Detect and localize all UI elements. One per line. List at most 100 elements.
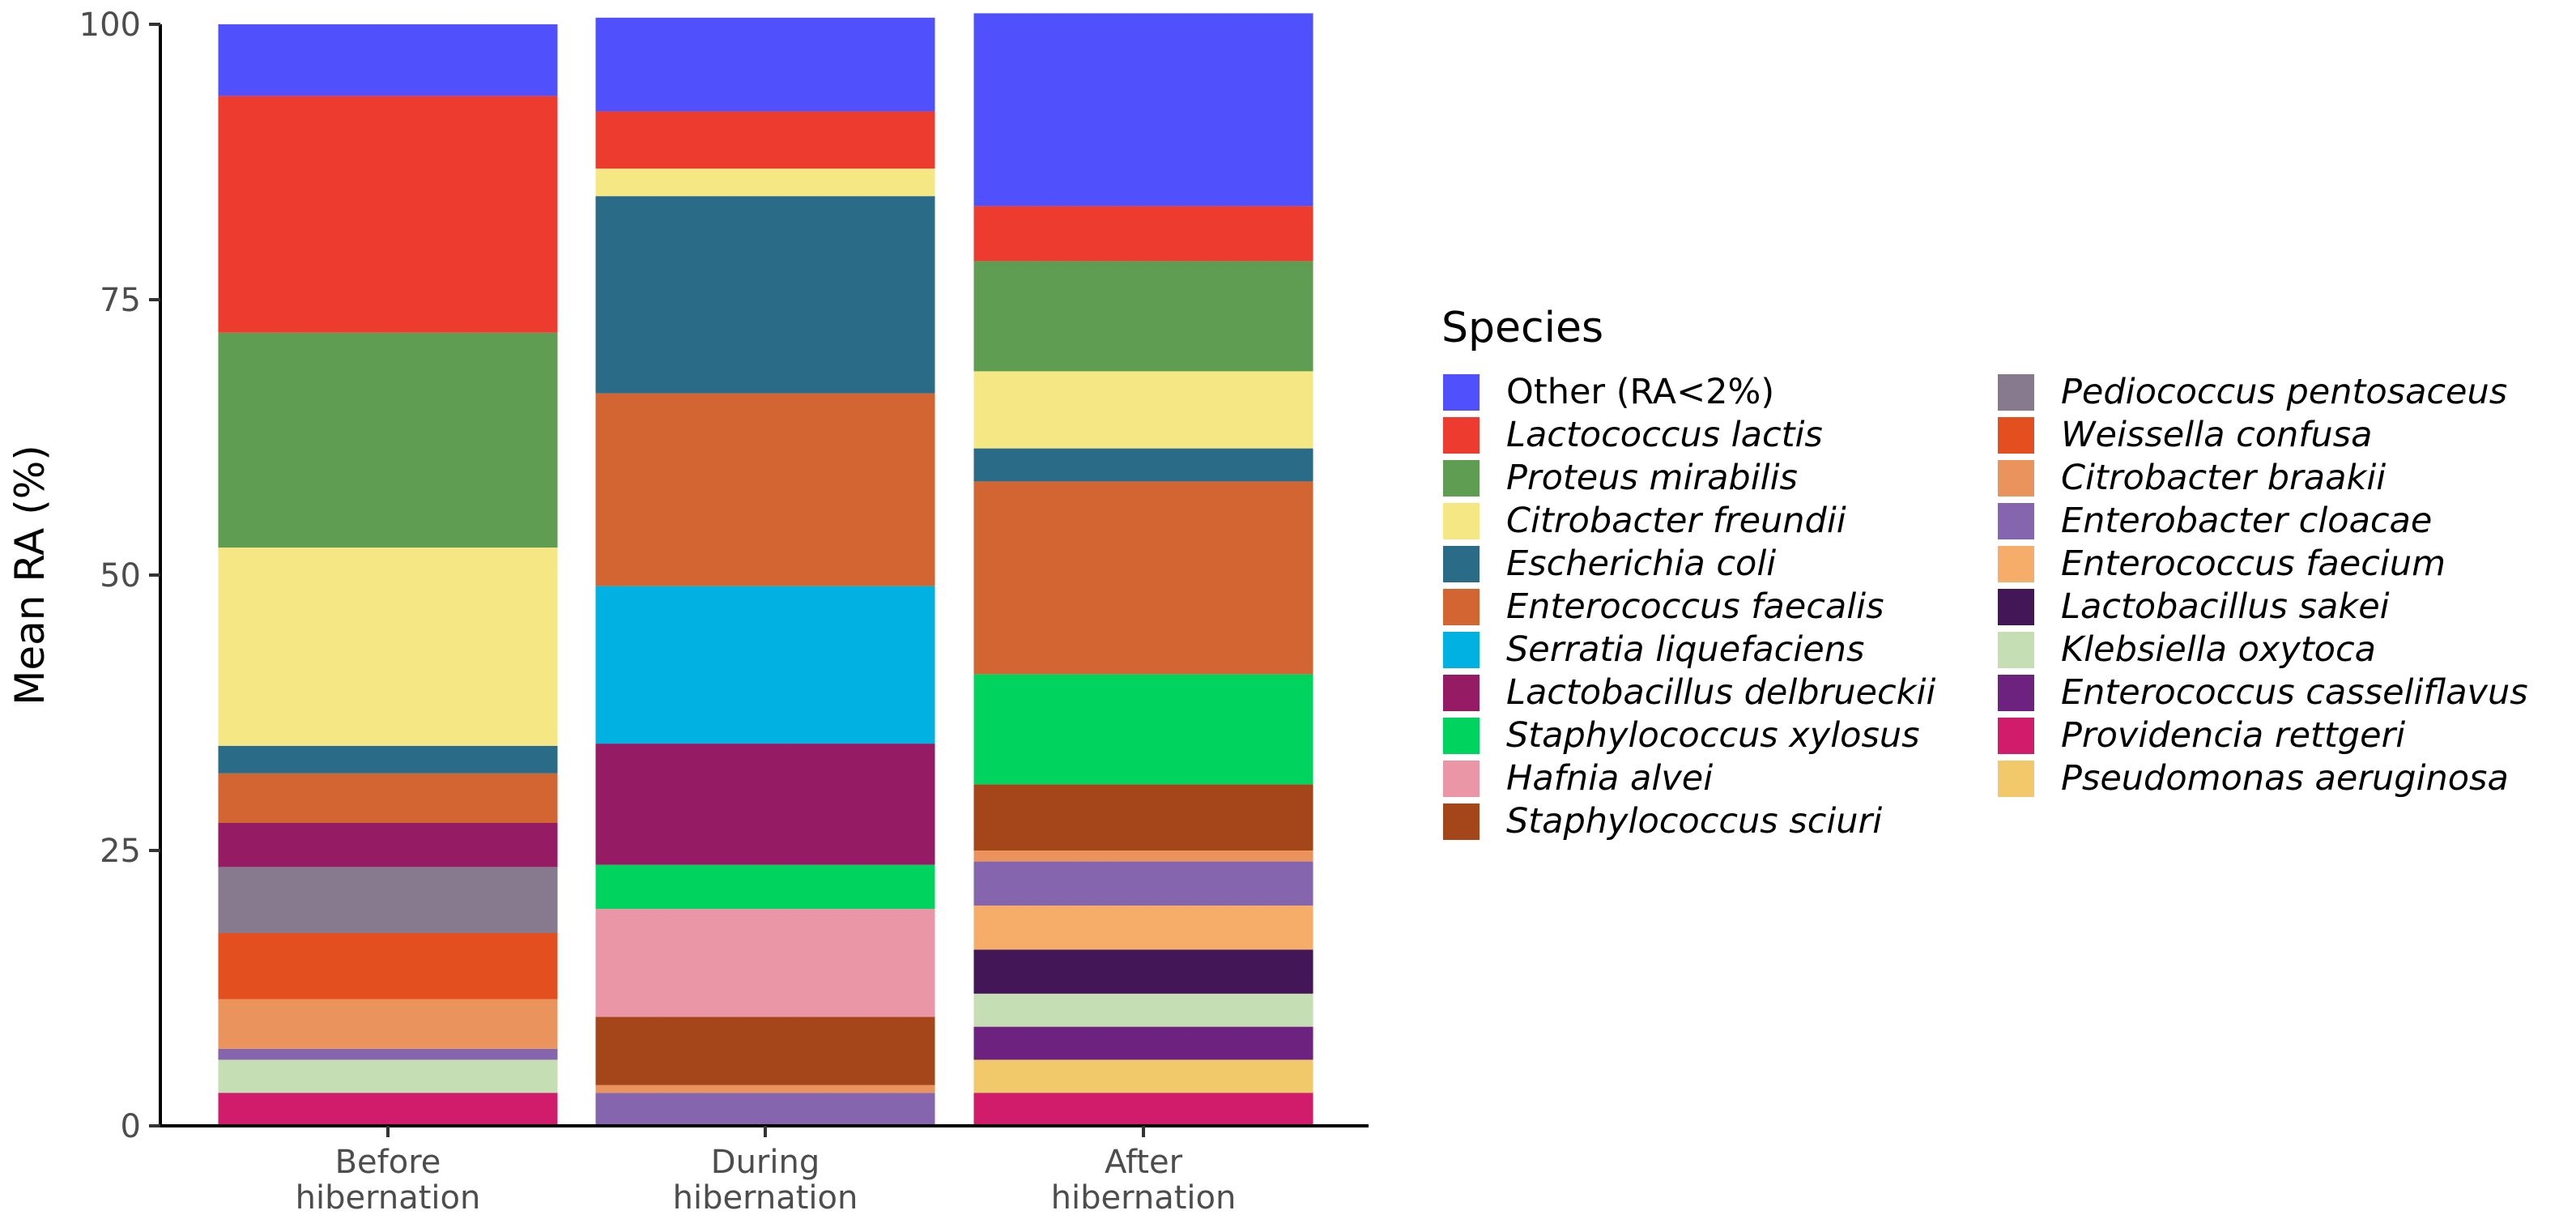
bar-segment-lactococcus-lactis-after-hibernation — [973, 206, 1314, 262]
legend-item-enterococcus-faecium: Enterococcus faecium — [1998, 543, 2446, 584]
legend-item-lactobacillus-delbrueckii: Lactobacillus delbrueckii — [1443, 672, 1935, 713]
y-tick-label-25: 25 — [100, 833, 141, 870]
legend-item-enterobacter-cloacae: Enterobacter cloacae — [1998, 501, 2432, 541]
legend-swatch-citrobacter-freundii — [1443, 503, 1480, 539]
legend-swatch-escherichia-coli — [1443, 546, 1480, 582]
bar-segment-enterococcus-casseliflavus-after-hibernation — [973, 1026, 1314, 1060]
legend-label-pseudomonas-aeruginosa: Pseudomonas aeruginosa — [2061, 758, 2509, 799]
legend-swatch-weissella-confusa — [1998, 417, 2034, 454]
legend-item-citrobacter-braakii: Citrobacter braakii — [1998, 458, 2386, 498]
bar-segment-citrobacter-freundii-during-hibernation — [595, 168, 935, 197]
y-tick-label-0: 0 — [121, 1108, 141, 1145]
legend-item-providencia-rettgeri: Providencia rettgeri — [1998, 715, 2405, 756]
legend-title: Species — [1441, 304, 1603, 352]
legend-swatch-other-ra-2 — [1443, 374, 1480, 411]
legend-item-lactococcus-lactis: Lactococcus lactis — [1443, 415, 1823, 455]
bar-segment-enterobacter-cloacae-before-hibernation — [218, 1048, 558, 1060]
legend-label-serratia-liquefaciens: Serratia liquefaciens — [1506, 629, 1864, 670]
bar-segment-staphylococcus-sciuri-during-hibernation — [595, 1017, 935, 1085]
legend-item-citrobacter-freundii: Citrobacter freundii — [1443, 501, 1846, 541]
bar-segment-enterococcus-faecalis-during-hibernation — [595, 393, 935, 586]
legend-swatch-proteus-mirabilis — [1443, 460, 1480, 497]
legend-label-staphylococcus-sciuri: Staphylococcus sciuri — [1506, 801, 1882, 842]
legend-swatch-enterococcus-faecalis — [1443, 589, 1480, 625]
legend-item-serratia-liquefaciens: Serratia liquefaciens — [1443, 629, 1864, 670]
bar-segment-providencia-rettgeri-after-hibernation — [973, 1093, 1314, 1126]
legend-label-proteus-mirabilis: Proteus mirabilis — [1506, 458, 1798, 498]
legend-item-staphylococcus-xylosus: Staphylococcus xylosus — [1443, 715, 1920, 756]
bar-segment-lactobacillus-delbrueckii-before-hibernation — [218, 823, 558, 867]
legend-label-klebsiella-oxytoca: Klebsiella oxytoca — [2061, 629, 2376, 670]
bar-segment-serratia-liquefaciens-during-hibernation — [595, 586, 935, 744]
bar-segment-hafnia-alvei-during-hibernation — [595, 909, 935, 1017]
legend-label-hafnia-alvei: Hafnia alvei — [1506, 758, 1713, 799]
legend-label-staphylococcus-xylosus: Staphylococcus xylosus — [1506, 715, 1920, 756]
bar-stack-during-hibernation — [595, 17, 935, 1126]
legend-swatch-serratia-liquefaciens — [1443, 632, 1480, 668]
legend-label-enterococcus-faecium: Enterococcus faecium — [2061, 543, 2446, 584]
bar-segment-enterobacter-cloacae-after-hibernation — [973, 861, 1314, 906]
bar-segment-pediococcus-pentosaceus-before-hibernation — [218, 867, 558, 933]
legend-item-proteus-mirabilis: Proteus mirabilis — [1443, 458, 1798, 498]
bar-segment-klebsiella-oxytoca-before-hibernation — [218, 1059, 558, 1093]
bar-segment-escherichia-coli-during-hibernation — [595, 196, 935, 394]
legend-swatch-lactobacillus-sakei — [1998, 589, 2034, 625]
legend-swatch-lactococcus-lactis — [1443, 417, 1480, 454]
bar-segment-weissella-confusa-before-hibernation — [218, 933, 558, 999]
legend-label-providencia-rettgeri: Providencia rettgeri — [2061, 715, 2405, 756]
y-axis-title: Mean RA (%) — [6, 445, 53, 705]
legend-label-enterobacter-cloacae: Enterobacter cloacae — [2061, 501, 2432, 541]
legend-swatch-enterobacter-cloacae — [1998, 503, 2034, 539]
legend-swatch-staphylococcus-sciuri — [1443, 803, 1480, 840]
bar-segment-lactococcus-lactis-during-hibernation — [595, 111, 935, 169]
bar-segment-citrobacter-freundii-after-hibernation — [973, 371, 1314, 449]
axes-layer: 0 25 50 75 100 Before hibernation During hiberna… — [6, 6, 1369, 1217]
legend-item-klebsiella-oxytoca: Klebsiella oxytoca — [1998, 629, 2376, 670]
bar-segment-providencia-rettgeri-before-hibernation — [218, 1093, 558, 1126]
legend-item-staphylococcus-sciuri: Staphylococcus sciuri — [1443, 801, 1882, 842]
legend-swatch-hafnia-alvei — [1443, 761, 1480, 797]
bar-segment-citrobacter-braakii-before-hibernation — [218, 999, 558, 1049]
legend-label-weissella-confusa: Weissella confusa — [2061, 415, 2372, 455]
bar-segment-escherichia-coli-before-hibernation — [218, 745, 558, 774]
bar-segment-enterococcus-faecium-after-hibernation — [973, 906, 1314, 950]
x-tick-label-during-hibernation: During hibernation — [673, 1144, 858, 1217]
legend-item-weissella-confusa: Weissella confusa — [1998, 415, 2372, 455]
legend-label-citrobacter-braakii: Citrobacter braakii — [2061, 458, 2386, 498]
bar-segment-staphylococcus-xylosus-after-hibernation — [973, 674, 1314, 785]
bar-segment-citrobacter-braakii-during-hibernation — [595, 1085, 935, 1093]
x-tick-label-after-hibernation: After hibernation — [1051, 1144, 1237, 1217]
bar-segment-citrobacter-freundii-before-hibernation — [218, 548, 558, 746]
bar-segment-citrobacter-braakii-after-hibernation — [973, 850, 1314, 862]
bar-segment-klebsiella-oxytoca-after-hibernation — [973, 993, 1314, 1027]
legend-label-other-ra-2: Other (RA<2%) — [1506, 372, 1774, 412]
legend-item-enterococcus-faecalis: Enterococcus faecalis — [1443, 586, 1884, 627]
bar-segment-enterobacter-cloacae-during-hibernation — [595, 1093, 935, 1126]
bar-segment-enterococcus-faecalis-before-hibernation — [218, 773, 558, 823]
legend-label-lactobacillus-delbrueckii: Lactobacillus delbrueckii — [1506, 672, 1935, 713]
legend-label-pediococcus-pentosaceus: Pediococcus pentosaceus — [2061, 372, 2507, 412]
bar-segment-escherichia-coli-after-hibernation — [973, 448, 1314, 482]
legend-item-pediococcus-pentosaceus: Pediococcus pentosaceus — [1998, 372, 2507, 412]
bar-segment-staphylococcus-sciuri-after-hibernation — [973, 784, 1314, 850]
y-tick-label-75: 75 — [100, 282, 141, 319]
legend-label-citrobacter-freundii: Citrobacter freundii — [1506, 501, 1846, 541]
legend-label-escherichia-coli: Escherichia coli — [1506, 543, 1776, 584]
bar-segment-staphylococcus-xylosus-during-hibernation — [595, 864, 935, 910]
legend-item-lactobacillus-sakei: Lactobacillus sakei — [1998, 586, 2390, 627]
legend-swatch-staphylococcus-xylosus — [1443, 718, 1480, 754]
y-tick-label-100: 100 — [79, 6, 141, 44]
legend-label-lactococcus-lactis: Lactococcus lactis — [1506, 415, 1823, 455]
bar-segment-pseudomonas-aeruginosa-after-hibernation — [973, 1059, 1314, 1093]
legend-label-lactobacillus-sakei: Lactobacillus sakei — [2061, 586, 2390, 627]
bars-layer — [218, 13, 1314, 1126]
legend-swatch-providencia-rettgeri — [1998, 718, 2034, 754]
bar-stack-after-hibernation — [973, 13, 1314, 1126]
legend-item-enterococcus-casseliflavus: Enterococcus casseliflavus — [1998, 672, 2528, 713]
bar-segment-other-ra-2-before-hibernation — [218, 24, 558, 96]
x-tick-label-before-hibernation: Before hibernation — [296, 1144, 481, 1217]
bar-segment-lactococcus-lactis-before-hibernation — [218, 96, 558, 333]
